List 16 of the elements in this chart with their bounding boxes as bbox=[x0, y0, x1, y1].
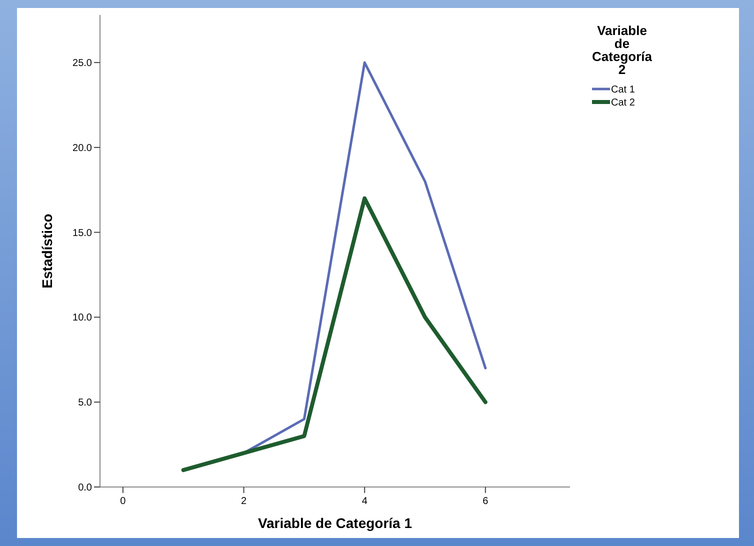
legend-label: Cat 2 bbox=[611, 98, 636, 108]
legend-title: Variable de Categoría 2 bbox=[592, 23, 653, 77]
x-tick-label: 0 bbox=[120, 496, 126, 507]
y-tick-label: 20.0 bbox=[72, 142, 92, 154]
x-axis-title: Variable de Categoría 1 bbox=[258, 515, 412, 531]
y-tick-label: 10.0 bbox=[72, 312, 92, 324]
line-series bbox=[181, 196, 488, 472]
legend-label: Cat 1 bbox=[611, 84, 636, 96]
y-tick-label: 5.0 bbox=[78, 398, 92, 409]
y-tick-label: 25.0 bbox=[72, 58, 92, 70]
x-tick-label: 2 bbox=[241, 496, 247, 507]
y-tick-label: 15.0 bbox=[72, 228, 92, 239]
x-tick-label: 4 bbox=[362, 496, 368, 507]
y-tick-label: 0.0 bbox=[78, 482, 92, 494]
x-tick-label: 6 bbox=[482, 496, 489, 507]
y-axis-title: Estadístico bbox=[39, 214, 55, 288]
